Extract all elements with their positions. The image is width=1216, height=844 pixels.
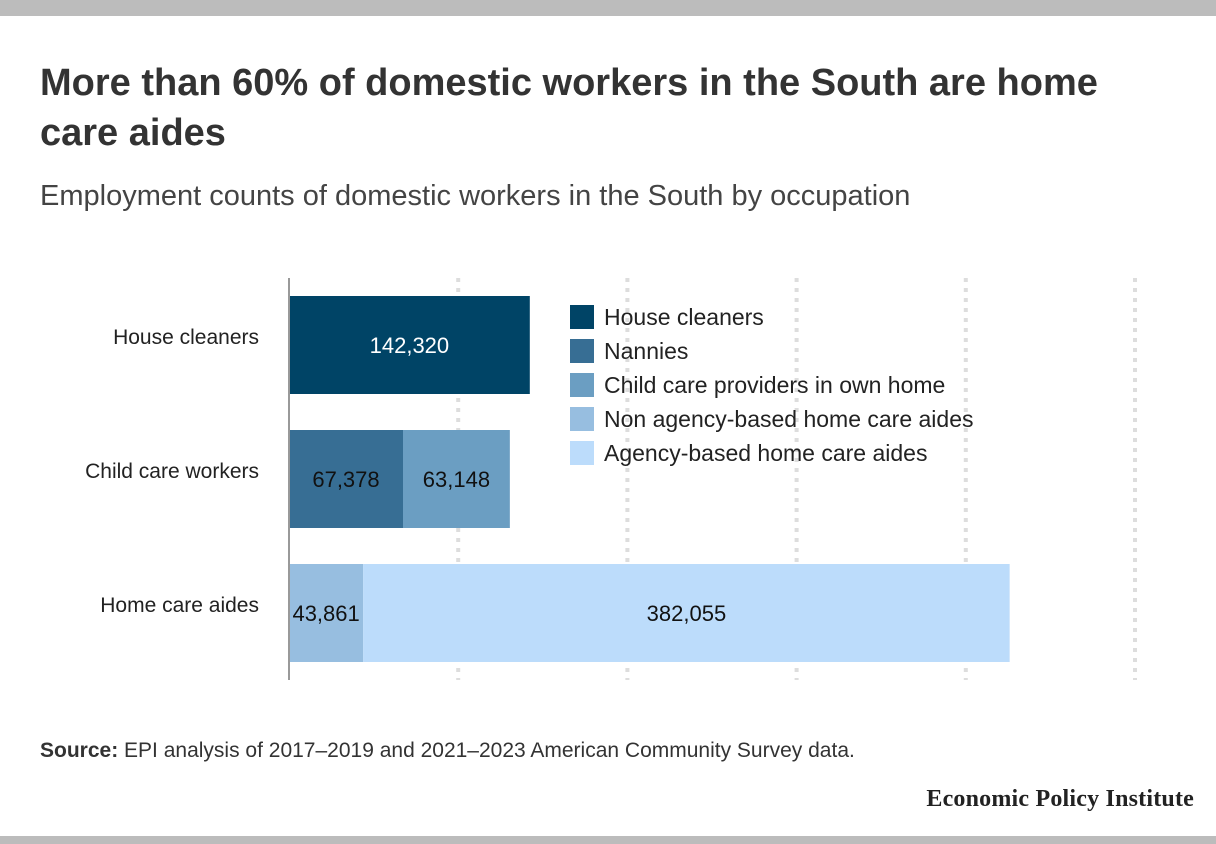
legend-swatch-nannies: [570, 339, 594, 363]
legend-swatch-house-cleaners: [570, 305, 594, 329]
bar-nannies: [289, 430, 404, 528]
data-labels: 142,320 67,378 63,148 43,861 382,055: [292, 333, 726, 626]
legend-swatch-child-care-providers-in-own-home: [570, 373, 594, 397]
source-note: Source: EPI analysis of 2017–2019 and 20…: [40, 736, 1180, 766]
bar-agency-based-home-care-aides: [363, 564, 1010, 662]
category-label-child-care-workers: Child care workers: [85, 460, 259, 483]
bottom-border: [0, 836, 1216, 844]
chart-subtitle: Employment counts of domestic workers in…: [40, 180, 911, 212]
publisher-logo: Economic Policy Institute: [926, 786, 1194, 812]
legend-label-agency-based-home-care-aides: Agency-based home care aides: [604, 440, 927, 466]
legend-label-child-care-providers-in-own-home: Child care providers in own home: [604, 372, 945, 398]
legend-label-non-agency-based-home-care-aides: Non agency-based home care aides: [604, 406, 974, 432]
data-label-child-care-providers-in-own-home: 63,148: [423, 467, 490, 492]
legend-swatch-agency-based-home-care-aides: [570, 441, 594, 465]
bars: [289, 296, 1010, 662]
data-label-nannies: 67,378: [312, 467, 379, 492]
legend-label-house-cleaners: House cleaners: [604, 304, 764, 330]
legend-label-nannies: Nannies: [604, 338, 688, 364]
bar-house-cleaners: [289, 296, 530, 394]
category-label-home-care-aides: Home care aides: [100, 594, 259, 617]
source-text: EPI analysis of 2017–2019 and 2021–2023 …: [124, 739, 855, 762]
chart-title: More than 60% of domestic workers in the…: [40, 62, 1098, 154]
top-border: [0, 0, 1216, 16]
legend: House cleaners Nannies Child care provider…: [570, 304, 974, 466]
data-label-house-cleaners: 142,320: [370, 333, 450, 358]
bar-child-care-providers-in-own-home: [403, 430, 510, 528]
category-labels: House cleaners Child care workers Home car…: [85, 326, 259, 617]
bar-non-agency-based-home-care-aides: [289, 564, 364, 662]
data-label-non-agency-based-home-care-aides: 43,861: [292, 601, 359, 626]
legend-swatch-non-agency-based-home-care-aides: [570, 407, 594, 431]
source-label: Source:: [40, 739, 119, 762]
data-label-agency-based-home-care-aides: 382,055: [647, 601, 727, 626]
category-label-house-cleaners: House cleaners: [113, 326, 259, 349]
